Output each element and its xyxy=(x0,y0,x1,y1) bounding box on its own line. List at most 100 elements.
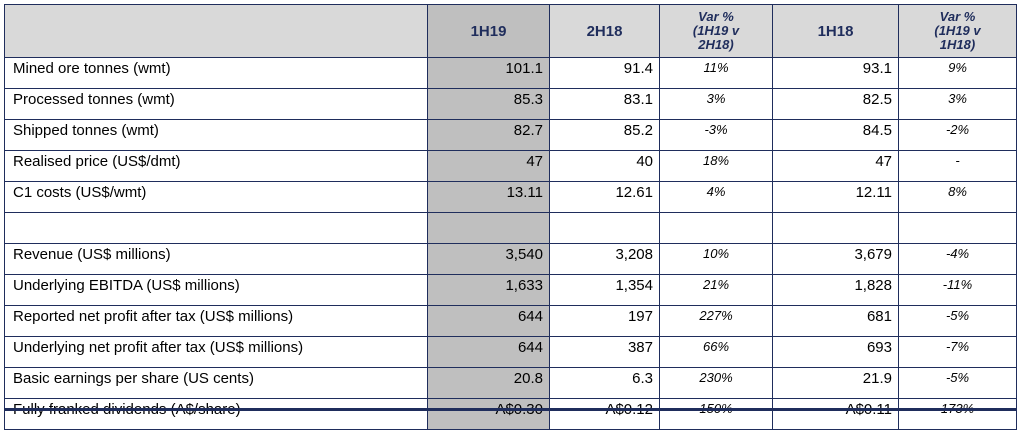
cell-var-2h18: 3% xyxy=(659,88,773,120)
cell-1h18: 47 xyxy=(772,150,899,182)
cell-2h18: A$0.12 xyxy=(549,398,660,430)
header-var-line2: (1H19 v xyxy=(934,23,981,38)
cell-var-2h18: -3% xyxy=(659,119,773,151)
header-var-line3: 1H18) xyxy=(939,37,976,52)
cell-1h18: 84.5 xyxy=(772,119,899,151)
results-table-container: 1H19 2H18 Var % (1H19 v 2H18) 1H18 Var %… xyxy=(4,4,1017,430)
cell-var-1h18: -7% xyxy=(898,336,1017,368)
table-row: Processed tonnes (wmt) 85.3 83.1 3% 82.5… xyxy=(4,88,1017,120)
header-2h18: 2H18 xyxy=(549,4,660,58)
cell-1h19: 644 xyxy=(427,336,550,368)
cell-var-1h18: 8% xyxy=(898,181,1017,213)
cell-2h18: 12.61 xyxy=(549,181,660,213)
header-label-empty xyxy=(4,4,428,58)
table-row: Revenue (US$ millions) 3,540 3,208 10% 3… xyxy=(4,243,1017,275)
table-bottom-rule xyxy=(4,408,1016,411)
cell-2h18: 40 xyxy=(549,150,660,182)
cell-var-1h18: -11% xyxy=(898,274,1017,306)
cell-1h18: A$0.11 xyxy=(772,398,899,430)
cell-var-2h18: 227% xyxy=(659,305,773,337)
spacer-cell xyxy=(772,212,899,244)
cell-1h18: 12.11 xyxy=(772,181,899,213)
cell-var-2h18: 4% xyxy=(659,181,773,213)
spacer-cell xyxy=(549,212,660,244)
row-label: Shipped tonnes (wmt) xyxy=(4,119,428,151)
row-label: Underlying EBITDA (US$ millions) xyxy=(4,274,428,306)
cell-var-1h18: 3% xyxy=(898,88,1017,120)
cell-var-2h18: 11% xyxy=(659,57,773,89)
header-var-line1: Var % xyxy=(939,9,976,24)
cell-1h19: 3,540 xyxy=(427,243,550,275)
spacer-row xyxy=(4,212,1017,244)
cell-var-1h18: 173% xyxy=(898,398,1017,430)
row-label: Reported net profit after tax (US$ milli… xyxy=(4,305,428,337)
header-row: 1H19 2H18 Var % (1H19 v 2H18) 1H18 Var %… xyxy=(4,4,1017,58)
table-row: Realised price (US$/dmt) 47 40 18% 47 - xyxy=(4,150,1017,182)
row-label: Underlying net profit after tax (US$ mil… xyxy=(4,336,428,368)
cell-2h18: 3,208 xyxy=(549,243,660,275)
cell-1h18: 82.5 xyxy=(772,88,899,120)
header-1h19: 1H19 xyxy=(427,4,550,58)
table-row: Fully franked dividends (A$/share) A$0.3… xyxy=(4,398,1017,430)
table-row: C1 costs (US$/wmt) 13.11 12.61 4% 12.11 … xyxy=(4,181,1017,213)
cell-1h19: 13.11 xyxy=(427,181,550,213)
cell-1h18: 3,679 xyxy=(772,243,899,275)
row-label: Realised price (US$/dmt) xyxy=(4,150,428,182)
header-var-vs-2h18: Var % (1H19 v 2H18) xyxy=(659,4,773,58)
table-row: Reported net profit after tax (US$ milli… xyxy=(4,305,1017,337)
results-table: 1H19 2H18 Var % (1H19 v 2H18) 1H18 Var %… xyxy=(4,4,1017,430)
row-label: Fully franked dividends (A$/share) xyxy=(4,398,428,430)
spacer-cell xyxy=(427,212,550,244)
row-label: C1 costs (US$/wmt) xyxy=(4,181,428,213)
table-row: Mined ore tonnes (wmt) 101.1 91.4 11% 93… xyxy=(4,57,1017,89)
cell-1h18: 681 xyxy=(772,305,899,337)
cell-1h19: 20.8 xyxy=(427,367,550,399)
spacer-cell xyxy=(659,212,773,244)
header-var-line2: (1H19 v xyxy=(692,23,740,38)
cell-var-2h18: 230% xyxy=(659,367,773,399)
header-var-line3: 2H18) xyxy=(698,37,734,52)
cell-1h19: 644 xyxy=(427,305,550,337)
cell-var-1h18: -4% xyxy=(898,243,1017,275)
cell-1h18: 93.1 xyxy=(772,57,899,89)
cell-var-1h18: -5% xyxy=(898,367,1017,399)
cell-2h18: 83.1 xyxy=(549,88,660,120)
row-label: Revenue (US$ millions) xyxy=(4,243,428,275)
header-var-line1: Var % xyxy=(698,9,734,24)
table-row: Basic earnings per share (US cents) 20.8… xyxy=(4,367,1017,399)
cell-2h18: 197 xyxy=(549,305,660,337)
cell-var-2h18: 10% xyxy=(659,243,773,275)
header-1h18: 1H18 xyxy=(772,4,899,58)
header-var-vs-1h18: Var % (1H19 v 1H18) xyxy=(898,4,1017,58)
spacer-cell xyxy=(4,212,428,244)
table-row: Underlying net profit after tax (US$ mil… xyxy=(4,336,1017,368)
cell-var-1h18: 9% xyxy=(898,57,1017,89)
cell-1h19: 1,633 xyxy=(427,274,550,306)
cell-var-2h18: 18% xyxy=(659,150,773,182)
cell-1h18: 693 xyxy=(772,336,899,368)
cell-var-2h18: 66% xyxy=(659,336,773,368)
cell-1h19: 82.7 xyxy=(427,119,550,151)
cell-var-1h18: -5% xyxy=(898,305,1017,337)
cell-2h18: 91.4 xyxy=(549,57,660,89)
cell-var-2h18: 150% xyxy=(659,398,773,430)
cell-1h19: 101.1 xyxy=(427,57,550,89)
cell-1h18: 1,828 xyxy=(772,274,899,306)
cell-var-1h18: - xyxy=(898,150,1017,182)
spacer-cell xyxy=(898,212,1017,244)
cell-1h19: 47 xyxy=(427,150,550,182)
row-label: Basic earnings per share (US cents) xyxy=(4,367,428,399)
table-row: Shipped tonnes (wmt) 82.7 85.2 -3% 84.5 … xyxy=(4,119,1017,151)
cell-2h18: 85.2 xyxy=(549,119,660,151)
cell-var-1h18: -2% xyxy=(898,119,1017,151)
cell-1h18: 21.9 xyxy=(772,367,899,399)
row-label: Processed tonnes (wmt) xyxy=(4,88,428,120)
cell-1h19: A$0.30 xyxy=(427,398,550,430)
cell-var-2h18: 21% xyxy=(659,274,773,306)
cell-2h18: 387 xyxy=(549,336,660,368)
cell-2h18: 6.3 xyxy=(549,367,660,399)
table-row: Underlying EBITDA (US$ millions) 1,633 1… xyxy=(4,274,1017,306)
cell-1h19: 85.3 xyxy=(427,88,550,120)
row-label: Mined ore tonnes (wmt) xyxy=(4,57,428,89)
cell-2h18: 1,354 xyxy=(549,274,660,306)
